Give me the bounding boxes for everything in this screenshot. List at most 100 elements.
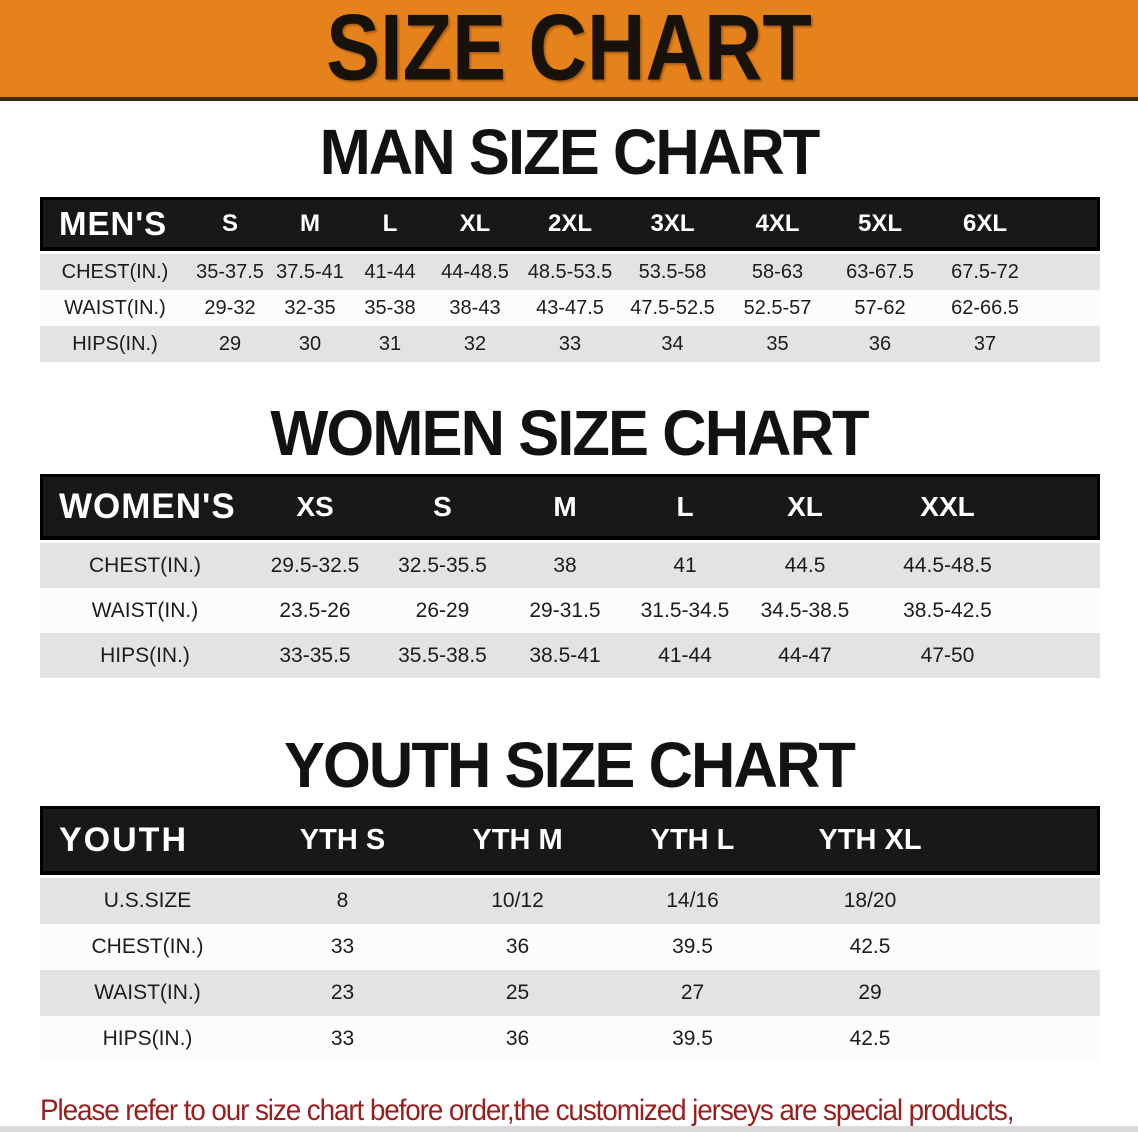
man-size-chart-heading: MAN SIZE CHART xyxy=(319,116,821,188)
mens-header-row: MEN'S S M L XL 2XL 3XL 4XL 5XL 6XL xyxy=(40,197,1100,251)
size-cell: 33 xyxy=(255,1016,430,1062)
column-header: YTH M xyxy=(430,806,605,875)
size-cell: 25 xyxy=(430,970,605,1016)
column-header: 5XL xyxy=(830,197,930,251)
size-cell: 67.5-72 xyxy=(930,251,1040,290)
youth-size-chart-heading: YOUTH SIZE CHART xyxy=(283,729,856,801)
size-cell: 62-66.5 xyxy=(930,290,1040,326)
table-row: WAIST(IN.) 23.5-26 26-29 29-31.5 31.5-34… xyxy=(40,588,1100,633)
size-cell-filler xyxy=(1030,540,1100,588)
size-cell: 29-32 xyxy=(190,290,270,326)
size-cell: 53.5-58 xyxy=(620,251,725,290)
column-header: 2XL xyxy=(520,197,620,251)
size-cell: 18/20 xyxy=(780,875,960,924)
size-cell: 44.5-48.5 xyxy=(865,540,1030,588)
column-header: 6XL xyxy=(930,197,1040,251)
column-header-filler xyxy=(960,806,1100,875)
column-header-filler xyxy=(1030,474,1100,540)
women-size-chart-heading: WOMEN SIZE CHART xyxy=(270,397,869,469)
size-cell: 10/12 xyxy=(430,875,605,924)
size-cell: 34.5-38.5 xyxy=(745,588,865,633)
table-row: CHEST(IN.) 35-37.5 37.5-41 41-44 44-48.5… xyxy=(40,251,1100,290)
size-cell: 32 xyxy=(430,326,520,362)
table-row: WAIST(IN.) 23 25 27 29 xyxy=(40,970,1100,1016)
disclaimer-text: Please refer to our size chart before or… xyxy=(40,1088,1061,1132)
youth-table-label: YOUTH xyxy=(40,806,255,875)
column-header: S xyxy=(380,474,505,540)
size-cell: 44-48.5 xyxy=(430,251,520,290)
size-cell: 44-47 xyxy=(745,633,865,678)
column-header: 4XL xyxy=(725,197,830,251)
size-cell: 32.5-35.5 xyxy=(380,540,505,588)
size-cell: 32-35 xyxy=(270,290,350,326)
size-cell: 52.5-57 xyxy=(725,290,830,326)
size-cell: 38.5-41 xyxy=(505,633,625,678)
size-cell: 37.5-41 xyxy=(270,251,350,290)
size-cell: 14/16 xyxy=(605,875,780,924)
column-header: YTH L xyxy=(605,806,780,875)
column-header: XXL xyxy=(865,474,1030,540)
row-label: CHEST(IN.) xyxy=(40,540,250,588)
table-row: HIPS(IN.) 29 30 31 32 33 34 35 36 37 xyxy=(40,326,1100,362)
size-cell-filler xyxy=(960,924,1100,970)
size-cell: 27 xyxy=(605,970,780,1016)
size-cell: 8 xyxy=(255,875,430,924)
row-label: WAIST(IN.) xyxy=(40,970,255,1016)
size-chart-banner: SIZE CHART xyxy=(0,0,1138,101)
size-cell: 41 xyxy=(625,540,745,588)
column-header: M xyxy=(270,197,350,251)
size-cell: 57-62 xyxy=(830,290,930,326)
size-cell-filler xyxy=(960,970,1100,1016)
mens-size-table: MEN'S S M L XL 2XL 3XL 4XL 5XL 6XL CHEST… xyxy=(40,197,1100,362)
youth-header-row: YOUTH YTH S YTH M YTH L YTH XL xyxy=(40,806,1100,875)
womens-header-row: WOMEN'S XS S M L XL XXL xyxy=(40,474,1100,540)
table-row: U.S.SIZE 8 10/12 14/16 18/20 xyxy=(40,875,1100,924)
column-header: L xyxy=(350,197,430,251)
size-cell: 23 xyxy=(255,970,430,1016)
row-label: WAIST(IN.) xyxy=(40,290,190,326)
column-header: YTH XL xyxy=(780,806,960,875)
size-cell-filler xyxy=(1040,251,1100,290)
size-cell: 42.5 xyxy=(780,1016,960,1062)
row-label: WAIST(IN.) xyxy=(40,588,250,633)
size-cell: 26-29 xyxy=(380,588,505,633)
size-cell: 38.5-42.5 xyxy=(865,588,1030,633)
size-cell: 36 xyxy=(430,1016,605,1062)
banner-title: SIZE CHART xyxy=(326,0,812,101)
row-label: CHEST(IN.) xyxy=(40,251,190,290)
column-header: YTH S xyxy=(255,806,430,875)
table-row: CHEST(IN.) 29.5-32.5 32.5-35.5 38 41 44.… xyxy=(40,540,1100,588)
table-row: WAIST(IN.) 29-32 32-35 35-38 38-43 43-47… xyxy=(40,290,1100,326)
mens-table-label: MEN'S xyxy=(40,197,190,251)
size-cell: 33 xyxy=(255,924,430,970)
row-label: HIPS(IN.) xyxy=(40,1016,255,1062)
size-cell: 35-37.5 xyxy=(190,251,270,290)
size-cell: 34 xyxy=(620,326,725,362)
column-header: L xyxy=(625,474,745,540)
column-header: 3XL xyxy=(620,197,725,251)
size-cell-filler xyxy=(1030,633,1100,678)
table-row: HIPS(IN.) 33 36 39.5 42.5 xyxy=(40,1016,1100,1062)
column-header: XL xyxy=(430,197,520,251)
size-cell-filler xyxy=(1040,326,1100,362)
table-row: HIPS(IN.) 33-35.5 35.5-38.5 38.5-41 41-4… xyxy=(40,633,1100,678)
size-cell: 42.5 xyxy=(780,924,960,970)
size-cell: 36 xyxy=(830,326,930,362)
womens-size-table: WOMEN'S XS S M L XL XXL CHEST(IN.) 29.5-… xyxy=(40,474,1100,678)
size-cell: 43-47.5 xyxy=(520,290,620,326)
table-row: CHEST(IN.) 33 36 39.5 42.5 xyxy=(40,924,1100,970)
size-cell: 29 xyxy=(780,970,960,1016)
size-cell: 35-38 xyxy=(350,290,430,326)
size-cell: 29-31.5 xyxy=(505,588,625,633)
column-header: XS xyxy=(250,474,380,540)
size-cell: 30 xyxy=(270,326,350,362)
size-cell: 36 xyxy=(430,924,605,970)
size-cell: 33 xyxy=(520,326,620,362)
womens-table-label: WOMEN'S xyxy=(40,474,250,540)
column-header: S xyxy=(190,197,270,251)
size-cell: 31 xyxy=(350,326,430,362)
size-cell: 31.5-34.5 xyxy=(625,588,745,633)
size-cell: 29.5-32.5 xyxy=(250,540,380,588)
size-cell: 58-63 xyxy=(725,251,830,290)
size-cell: 29 xyxy=(190,326,270,362)
